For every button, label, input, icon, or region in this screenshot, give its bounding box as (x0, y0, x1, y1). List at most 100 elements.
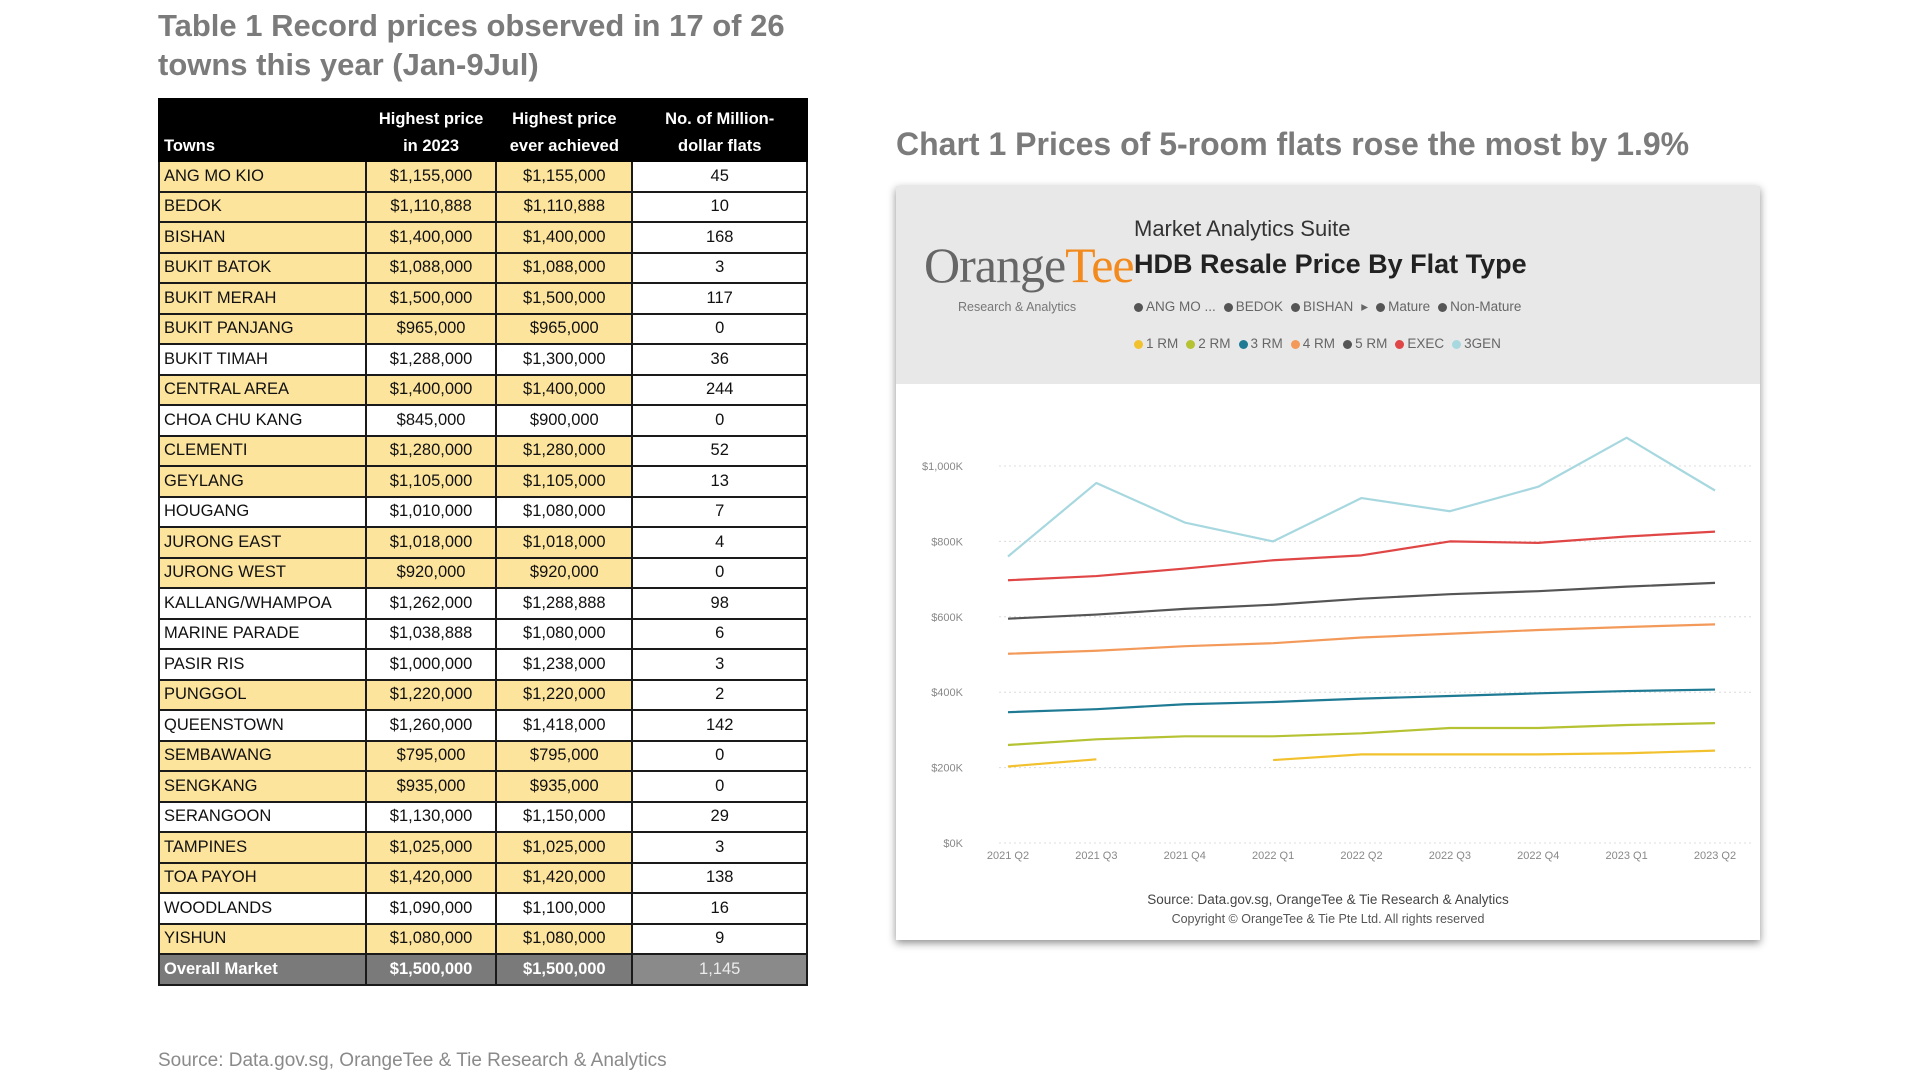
chart-card: OrangeTee Research & Analytics Market An… (896, 186, 1760, 940)
x-tick-label: 2022 Q2 (1340, 850, 1382, 862)
million-count-cell: 36 (631, 343, 808, 376)
million-count-cell: 52 (631, 434, 808, 467)
price-2023-cell: $1,080,000 (364, 922, 498, 955)
price-2023-cell: $1,018,000 (364, 526, 498, 559)
price-ever-cell: $1,088,000 (495, 251, 634, 284)
town-cell: SENGKANG (158, 770, 367, 803)
filter-legend-item[interactable]: ANG MO ... (1134, 299, 1216, 314)
legend-label: 3GEN (1464, 336, 1501, 351)
legend-next-icon[interactable]: ▸ (1361, 299, 1368, 315)
legend-dot (1223, 302, 1233, 312)
legend-label: Non-Mature (1450, 299, 1522, 314)
legend-label: 5 RM (1355, 336, 1388, 351)
price-ever-cell: $1,080,000 (495, 617, 634, 650)
price-ever-cell: $1,100,000 (495, 892, 634, 925)
town-cell: KALLANG/WHAMPOA (158, 587, 367, 620)
town-cell: QUEENSTOWN (158, 709, 367, 742)
line-chart: $0K $200K $400K $600K $800K $1,000K 2021 Q2 202… (922, 436, 1753, 862)
price-ever-cell: $1,400,000 (495, 373, 634, 406)
town-cell: WOODLANDS (158, 892, 367, 925)
series-legend-item[interactable]: 5 RM (1343, 336, 1387, 351)
filter-legend-item[interactable]: BEDOK (1223, 299, 1284, 314)
price-ever-cell: $795,000 (495, 739, 634, 772)
x-tick-label: 2021 Q2 (987, 850, 1029, 862)
table-row: JURONG WEST $920,000 $920,000 0 (158, 556, 808, 589)
y-tick-label: $800K (931, 536, 963, 548)
million-count-cell: 0 (631, 739, 808, 772)
table-header-row: Towns Highest price in 2023 Highest price… (158, 98, 808, 162)
table-row: BISHAN $1,400,000 $1,400,000 168 (158, 221, 808, 254)
price-2023-cell: $845,000 (364, 404, 498, 437)
price-2023-cell: $965,000 (364, 312, 498, 345)
filter-legend-item[interactable]: BISHAN (1291, 299, 1353, 314)
table-row: KALLANG/WHAMPOA $1,262,000 $1,288,888 98 (158, 587, 808, 620)
million-count-cell: 4 (631, 526, 808, 559)
y-tick-label: $1,000K (922, 461, 964, 473)
series-legend-item[interactable]: 1 RM (1134, 336, 1178, 351)
town-cell: PUNGGOL (158, 678, 367, 711)
chart-heading: HDB Resale Price By Flat Type (1134, 249, 1527, 279)
million-count-cell: 244 (631, 373, 808, 406)
town-cell: TAMPINES (158, 831, 367, 864)
chart-title: Chart 1 Prices of 5-room flats rose the … (896, 126, 1690, 162)
legend-label: EXEC (1407, 336, 1445, 351)
price-2023-cell: $1,105,000 (364, 465, 498, 498)
overall-town-cell: Overall Market (158, 953, 367, 986)
million-count-cell: 3 (631, 831, 808, 864)
x-tick-label: 2023 Q2 (1694, 850, 1736, 862)
series-legend-item[interactable]: EXEC (1395, 336, 1444, 351)
y-tick-label: $0K (943, 838, 963, 850)
town-cell: GEYLANG (158, 465, 367, 498)
legend-dot (1395, 339, 1405, 349)
table-row: BEDOK $1,110,888 $1,110,888 10 (158, 190, 808, 223)
town-cell: YISHUN (158, 922, 367, 955)
million-count-cell: 142 (631, 709, 808, 742)
table-row: HOUGANG $1,010,000 $1,080,000 7 (158, 495, 808, 528)
series-legend-item[interactable]: 2 RM (1186, 336, 1231, 351)
series-line-3-rm (1007, 688, 1716, 714)
legend-dot (1186, 339, 1196, 349)
town-cell: BUKIT BATOK (158, 251, 367, 284)
legend-label: BEDOK (1235, 299, 1284, 314)
series-line-4-rm (1007, 623, 1716, 655)
legend-label: 3 RM (1250, 336, 1283, 351)
table-row: QUEENSTOWN $1,260,000 $1,418,000 142 (158, 709, 808, 742)
price-2023-cell: $1,155,000 (364, 160, 498, 193)
filter-legend-item[interactable]: Mature (1376, 299, 1430, 314)
price-ever-cell: $1,420,000 (495, 861, 634, 894)
price-2023-cell: $1,038,888 (364, 617, 498, 650)
table-row: SEMBAWANG $795,000 $795,000 0 (158, 739, 808, 772)
series-legend-item[interactable]: 4 RM (1290, 336, 1335, 351)
million-count-cell: 0 (631, 404, 808, 437)
million-count-cell: 6 (631, 617, 808, 650)
price-2023-cell: $935,000 (364, 770, 498, 803)
header-towns: Towns (158, 98, 367, 162)
price-ever-cell: $1,400,000 (495, 221, 634, 254)
legend-label: 1 RM (1146, 336, 1179, 351)
table-source-note: Source: Data.gov.sg, OrangeTee & Tie Res… (158, 1050, 667, 1071)
town-cell: TOA PAYOH (158, 861, 367, 894)
price-2023-cell: $1,010,000 (364, 495, 498, 528)
town-cell: BUKIT MERAH (158, 282, 367, 315)
chart-copyright: Copyright © OrangeTee & Tie Pte Ltd. All… (1171, 912, 1485, 926)
chart-header: OrangeTee Research & Analytics Market An… (896, 186, 1760, 384)
town-cell: CHOA CHU KANG (158, 404, 367, 437)
price-2023-cell: $1,420,000 (364, 861, 498, 894)
series-legend-item[interactable]: 3GEN (1452, 336, 1501, 351)
legend-dot (1291, 302, 1301, 312)
price-ever-cell: $900,000 (495, 404, 634, 437)
price-2023-cell: $1,025,000 (364, 831, 498, 864)
town-cell: SERANGOON (158, 800, 367, 833)
million-count-cell: 3 (631, 648, 808, 681)
price-ever-cell: $1,280,000 (495, 434, 634, 467)
million-count-cell: 0 (631, 312, 808, 345)
legend-dot (1134, 339, 1143, 349)
million-count-cell: 29 (631, 800, 808, 833)
filter-legend-item[interactable]: Non-Mature (1438, 299, 1521, 314)
series-legend-item[interactable]: 3 RM (1238, 336, 1283, 351)
y-tick-label: $600K (931, 612, 963, 624)
table-row: SERANGOON $1,130,000 $1,150,000 29 (158, 800, 808, 833)
series-line-2-rm (1007, 722, 1716, 747)
town-cell: HOUGANG (158, 495, 367, 528)
price-2023-cell: $920,000 (364, 556, 498, 589)
